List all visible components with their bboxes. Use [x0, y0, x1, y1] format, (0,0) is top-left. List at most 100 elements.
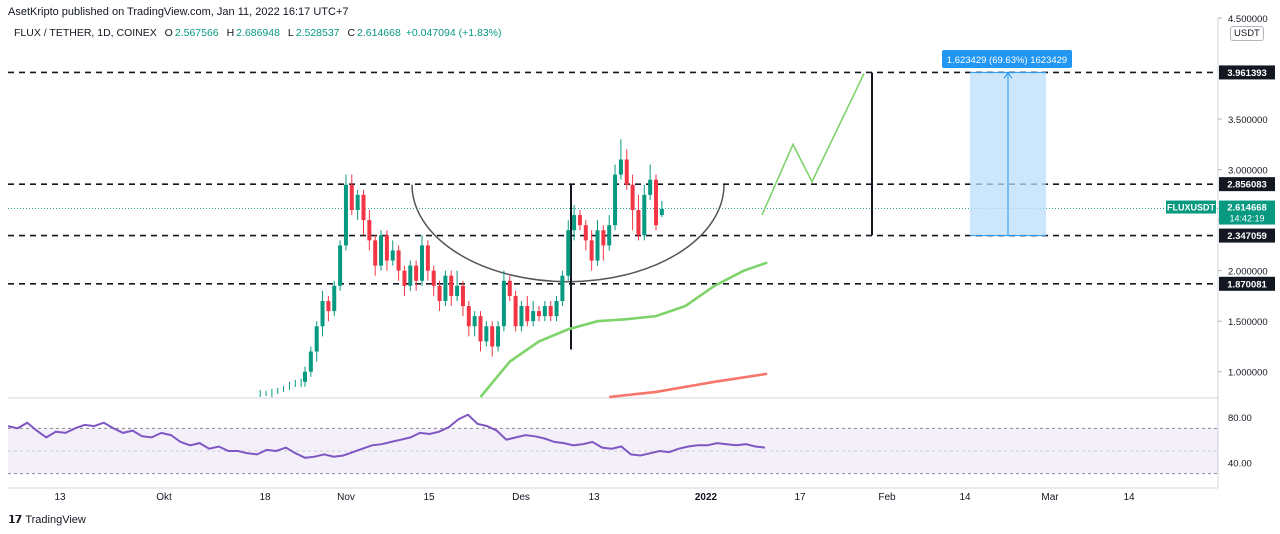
- candle-body: [601, 230, 606, 246]
- candle-body: [408, 265, 413, 286]
- candle-body: [607, 225, 612, 246]
- x-tick-label: Des: [512, 492, 530, 503]
- open-label: O: [164, 27, 173, 39]
- candle-body: [490, 326, 495, 347]
- candle-body: [501, 280, 506, 327]
- candle-body: [589, 240, 594, 261]
- close-label: C: [347, 27, 356, 39]
- level-price-tag: [1219, 228, 1275, 243]
- y-tick-label: 3.500000: [1228, 115, 1268, 126]
- candle-body: [303, 371, 307, 382]
- ma-fast-line: [479, 261, 768, 398]
- x-tick-label: Mar: [1041, 492, 1059, 503]
- candle-body: [636, 210, 641, 236]
- candle-body: [332, 285, 337, 312]
- brand-name: TradingView: [25, 513, 86, 526]
- x-tick-label: Feb: [878, 492, 896, 503]
- candle-body: [630, 184, 635, 211]
- candle-body: [338, 245, 343, 286]
- x-tick-label: 18: [259, 492, 271, 503]
- high-label: H: [226, 27, 235, 39]
- candle-body: [472, 316, 477, 327]
- level-price-label: 2.856083: [1227, 180, 1267, 191]
- rsi-line: [7, 413, 766, 459]
- close-value: 2.614668: [357, 27, 401, 39]
- candle-body: [379, 235, 384, 266]
- candle-body: [373, 240, 378, 266]
- low-label: L: [287, 27, 294, 39]
- candle-body: [496, 326, 501, 347]
- candle-body: [654, 179, 658, 226]
- symbol-legend: FLUX / TETHER, 1D, COINEX O 2.567566 H 2.6…: [14, 27, 502, 39]
- candle-body: [390, 250, 395, 261]
- candle-body: [349, 184, 354, 211]
- candle-body: [566, 230, 571, 276]
- publisher-line: AsetKripto published on TradingView.com,…: [8, 6, 349, 18]
- measure-arrow-head: [1003, 71, 1013, 79]
- candle-body: [455, 285, 460, 296]
- x-tick-label: 13: [54, 492, 66, 503]
- x-tick-label: 13: [588, 492, 600, 503]
- candle-body: [314, 326, 319, 352]
- candle-body: [648, 179, 653, 195]
- candle-body: [577, 215, 582, 226]
- candle-body: [572, 215, 577, 231]
- level-price-label: 3.961393: [1227, 68, 1267, 79]
- candle-body: [484, 326, 489, 342]
- candle-body: [355, 194, 360, 211]
- x-tick-label: Okt: [156, 492, 172, 503]
- level-price-label: 1.870081: [1227, 279, 1267, 290]
- candle-body: [367, 220, 372, 241]
- level-price-tag: [1219, 276, 1275, 291]
- candle-body: [414, 265, 419, 281]
- candle-body: [443, 275, 448, 301]
- level-price-label: 2.347059: [1227, 231, 1267, 242]
- symbol-tag: [1166, 200, 1216, 214]
- x-tick-label: 15: [423, 492, 435, 503]
- tradingview-logo-icon: 𝟭𝟳: [8, 514, 22, 526]
- countdown-label: 14:42:19: [1229, 214, 1264, 224]
- measure-label: 1.623429 (69.63%) 1623429: [947, 55, 1067, 66]
- candle-body: [595, 230, 600, 261]
- x-tick-label: 14: [1123, 492, 1135, 503]
- candle-body: [560, 275, 565, 301]
- candle-body: [420, 245, 424, 281]
- high-value: 2.686948: [236, 27, 280, 39]
- projection-path: [761, 73, 865, 216]
- candle-body: [425, 245, 430, 271]
- candle-body: [320, 300, 325, 327]
- level-price-tag: [1219, 177, 1275, 192]
- candle-body: [437, 285, 442, 301]
- candle-body: [507, 280, 512, 296]
- candle-body: [384, 235, 389, 261]
- x-tick-label: 17: [794, 492, 806, 503]
- candle-body: [554, 300, 559, 317]
- candle-body: [548, 306, 553, 317]
- rsi-tick-label: 40.00: [1228, 458, 1252, 469]
- candle-body: [326, 300, 331, 312]
- candle-body: [513, 295, 518, 327]
- candle-body: [449, 275, 454, 296]
- rsi-tick-label: 80.00: [1228, 413, 1252, 424]
- current-price-label: 2.614668: [1227, 203, 1267, 214]
- symbol-title: FLUX / TETHER, 1D, COINEX: [14, 27, 157, 39]
- candle-body: [402, 270, 407, 286]
- level-price-tag: [1219, 65, 1275, 80]
- y-tick-label: 3.000000: [1228, 166, 1268, 177]
- candle-body: [537, 311, 541, 317]
- candle-body: [542, 306, 547, 317]
- y-tick-label: 1.000000: [1228, 368, 1268, 379]
- candle-body: [525, 306, 530, 322]
- change-value: +0.047094 (+1.83%): [405, 27, 502, 39]
- cup-curve: [411, 184, 725, 283]
- x-tick-label: 14: [959, 492, 971, 503]
- candle-body: [618, 159, 623, 175]
- candle-body: [308, 351, 313, 372]
- ma-slow-line: [609, 372, 768, 399]
- candle-body: [431, 270, 436, 286]
- y-tick-label: 2.000000: [1228, 267, 1268, 278]
- candle-body: [659, 209, 664, 216]
- y-tick-label: 4.500000: [1228, 14, 1268, 25]
- currency-button[interactable]: USDT: [1230, 26, 1264, 41]
